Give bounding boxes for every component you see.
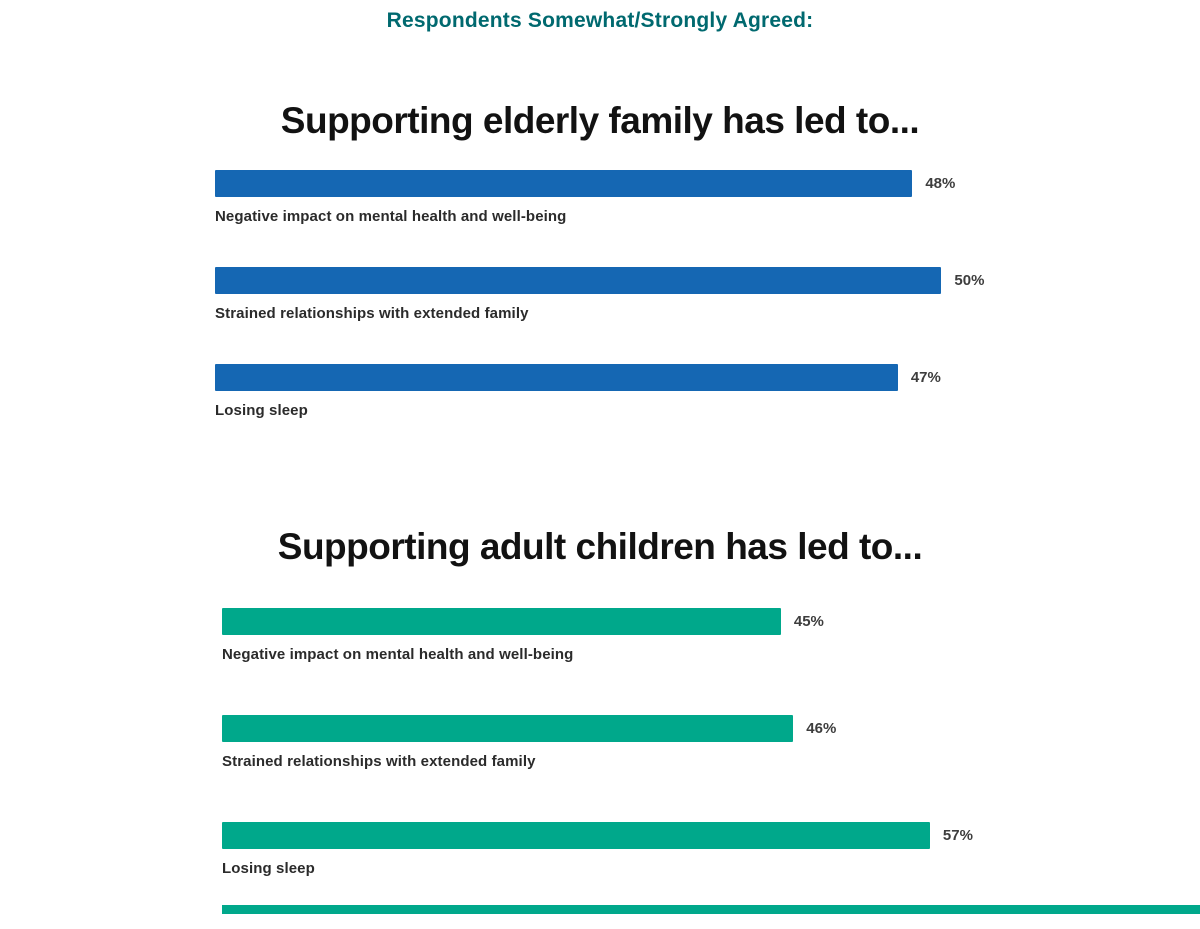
chart-elderly-family: Supporting elderly family has led to... … (0, 98, 1200, 461)
cropped-bar (222, 905, 1200, 914)
bar-value-label: 50% (954, 272, 985, 290)
bar-value-label: 45% (793, 613, 824, 631)
bar (222, 822, 930, 850)
bar-line: 45% (222, 608, 992, 636)
bar (215, 267, 942, 295)
bar (222, 608, 781, 636)
page-title: Respondents Somewhat/Strongly Agreed: (386, 9, 814, 32)
bar-category-label: Negative impact on mental health and wel… (215, 208, 567, 226)
chart-title-elderly: Supporting elderly family has led to... (280, 100, 920, 141)
chart-adult-children: Supporting adult children has led to... … (0, 524, 1200, 929)
bar-rows: 48% Negative impact on mental health and… (215, 170, 985, 419)
bar-line: 47% (215, 364, 985, 392)
bar-value-label: 47% (910, 369, 941, 387)
bar (215, 364, 898, 392)
bar-value-label: 46% (806, 720, 837, 738)
bar-line: 48% (215, 170, 985, 198)
bar (222, 715, 794, 743)
bar-value-label: 57% (942, 827, 973, 845)
bar-category-label: Strained relationships with extended fam… (222, 753, 536, 771)
bar-row: 48% Negative impact on mental health and… (215, 170, 985, 225)
bar-row: 50% Strained relationships with extended… (215, 267, 985, 322)
bar-rows: 45% Negative impact on mental health and… (222, 608, 992, 877)
bar-row: 47% Losing sleep (215, 364, 985, 419)
bar-category-label: Strained relationships with extended fam… (215, 305, 529, 323)
bar-category-label: Losing sleep (222, 860, 315, 878)
bar-line: 46% (222, 715, 992, 743)
chart-title-adult-children: Supporting adult children has led to... (277, 526, 923, 567)
bar-row: 45% Negative impact on mental health and… (222, 608, 992, 663)
bar-value-label: 48% (925, 175, 956, 193)
bar-category-label: Negative impact on mental health and wel… (222, 646, 574, 664)
bar-line: 50% (215, 267, 985, 295)
bar-row: 57% Losing sleep (222, 822, 992, 877)
bar-category-label: Losing sleep (215, 402, 308, 420)
bar-row: 46% Strained relationships with extended… (222, 715, 992, 770)
bar-line: 57% (222, 822, 992, 850)
bar (215, 170, 913, 198)
